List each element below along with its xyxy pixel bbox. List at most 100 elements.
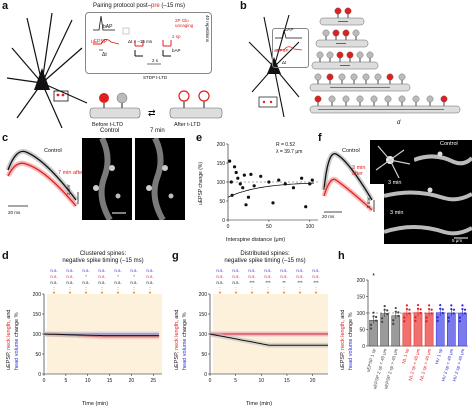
significance-label: n.s. [82,280,89,285]
stimulated-spine [342,29,350,37]
data-point [372,315,375,318]
data-point [436,319,439,323]
data-point [419,311,422,315]
spine-head [342,95,350,103]
data-point [461,304,464,307]
y-tick-label: 0 [362,344,365,350]
spine-head [362,73,370,81]
pairing-time-label: 2 s [152,58,159,63]
panel-b-delta-t: Δt [282,60,287,65]
pairing-protocol-title: Pairing protocol post–pre (–15 ms) [93,3,186,9]
data-point [425,316,428,319]
y-tick-label: 100 [357,311,366,317]
panel-g-title2: negative spike timing (–15 ms) [224,258,306,264]
stim-arrow [218,292,222,294]
panel-f-img-3min-b-label: 3 min [390,210,404,216]
significance-label: n.s. [248,268,255,273]
series-band [210,331,328,348]
stimulated-spine [386,73,394,81]
spine-head [384,95,392,103]
stim-arrow [52,292,56,294]
stim-arrow [68,292,72,294]
panel-f-image-control [414,140,472,178]
panel-letter-g: g [172,250,179,262]
panel-b-traces [275,29,303,51]
spine-head [398,73,406,81]
x-tick-label: 20 [129,378,135,384]
stimulated-spine [336,51,344,59]
data-point [463,312,467,315]
series-band [44,331,160,338]
significance-label: ** [282,280,286,285]
category-label: NL 1 sp [401,347,410,364]
panel-letter-h: h [338,250,345,262]
before-after-dendrites: ⇄ [89,90,223,119]
panel-c-img-control-label: Control [100,128,120,134]
significance-label: n.s. [216,280,223,285]
data-point [408,308,411,311]
x-tick-label: 0 [227,224,230,230]
x-tick-label: 100 [306,224,315,230]
spine-head [338,73,346,81]
pairing-repetitions: 40 repetitions [205,15,210,43]
panel-c-img-7min-label: 7 min [150,128,165,134]
spine-head [322,29,330,37]
data-point [249,172,253,176]
x-tick-label: 10 [259,378,265,384]
pairing-delta-t: Δt [102,52,107,58]
data-point [394,306,397,310]
data-point [405,304,408,307]
x-tick-label: 15 [284,378,290,384]
x-tick-label: 25 [150,378,156,384]
stimulated-spine [346,51,354,59]
data-point [428,304,431,307]
data-point [229,180,233,184]
panel-g-ylabel: uEPSP, neck length, and [174,309,180,370]
data-point [383,304,386,308]
before-label: Before t-LTD [92,122,124,128]
panel-g-xlabel: Time (min) [246,401,273,407]
stimulated-spine [334,7,342,15]
data-point [441,311,444,315]
svg-text:⇄: ⇄ [148,108,156,118]
data-point [441,308,444,311]
data-point [428,307,431,311]
significance-label: n.s. [114,268,121,273]
panel-f-img-3min-label: 3 min [388,180,402,186]
data-point [310,178,314,182]
significance-label: n.s. [232,280,239,285]
panel-g-title1: Distributed spines: [240,251,290,257]
panel-a-neuron [6,12,88,129]
x-tick-label: 10 [85,378,91,384]
series-line [209,333,328,346]
x-tick-label: 20 [310,378,316,384]
panel-d-ylabel-2: head volume change % [14,312,20,371]
data-point [242,173,246,177]
panel-d-ylabel: uEPSP, neck length, and [6,309,12,370]
stimulated-spine [440,95,448,103]
data-point [408,312,411,315]
panel-b-dendrite-series [309,7,461,114]
panel-g-ylabel-2: head volume change % [182,312,188,371]
stdp-label: STDP t-LTD [143,75,168,80]
spine-head [412,95,420,103]
panel-letter-b: b [240,0,247,12]
data-point [230,193,234,197]
panel-e-lambda: λ = 39.7 μm [276,149,303,155]
y-tick-label: 0 [222,218,225,224]
pairing-glu-label: 2P Glu uncaging [175,18,194,28]
significance-label: n.s. [50,274,57,279]
stim-arrow [314,292,318,294]
stim-arrow [282,292,286,294]
data-point [246,195,251,199]
data-point [452,312,455,315]
y-tick-label: 150 [33,312,42,318]
stimulated-spine [326,73,334,81]
panel-c-after-label: 7 min after [58,170,84,176]
data-point [232,165,237,169]
data-point [447,320,450,323]
panel-h-ylabel-2: head volume change % [348,312,354,371]
panel-c-traces [5,148,79,208]
panel-c-control-label: Control [44,148,62,154]
y-tick-label: 100 [33,332,42,338]
